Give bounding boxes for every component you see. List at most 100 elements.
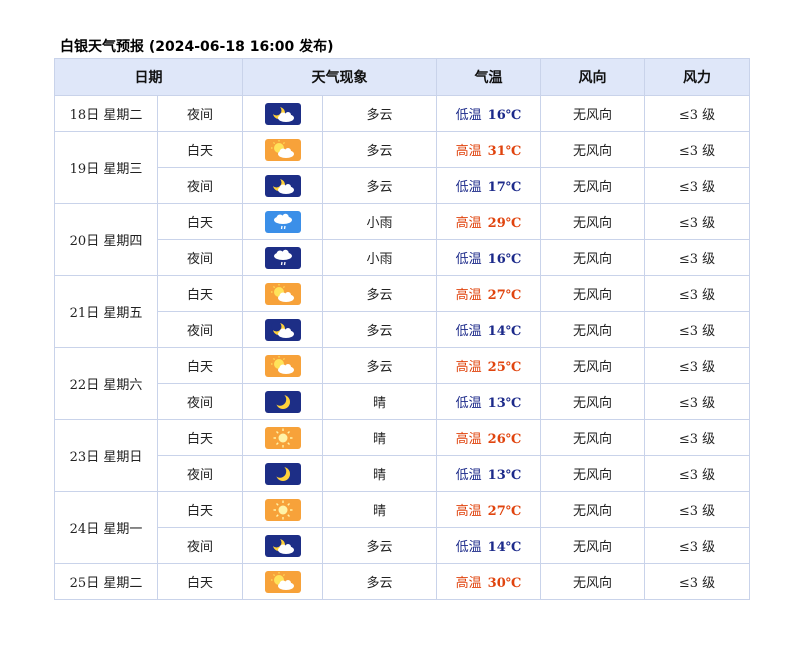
night-cloudy-icon [264, 102, 301, 125]
wind-force: ≤3 级 [644, 527, 750, 564]
day-cloudy-icon [264, 138, 301, 161]
temperature-cell: 高温 29℃ [436, 203, 541, 240]
period-cell: 白天 [157, 275, 243, 312]
temperature-cell: 低温 17℃ [436, 167, 541, 204]
weather-icon-cell [242, 203, 323, 240]
temp-value: 27℃ [487, 288, 522, 303]
wind-direction: 无风向 [540, 275, 645, 312]
temp-label: 高温 [455, 432, 482, 447]
period-cell: 白天 [157, 419, 243, 456]
forecast-body: 18日 星期二 夜间 多云 低温 16℃ 无风向 ≤3 级 19日 星期三 白天 多 [54, 95, 750, 600]
date-cell: 21日 星期五 [54, 275, 158, 348]
temp-label: 高温 [455, 360, 482, 375]
weather-desc: 多云 [322, 167, 437, 204]
night-cloudy-icon [264, 174, 301, 197]
wind-direction: 无风向 [540, 167, 645, 204]
weather-icon-cell [242, 563, 323, 600]
period-cell: 白天 [157, 563, 243, 600]
period-cell: 夜间 [157, 95, 243, 132]
forecast-row: 19日 星期三 白天 多云 高温 31℃ 无风向 ≤3 级 [54, 131, 750, 204]
weather-desc: 多云 [322, 275, 437, 312]
weather-desc: 小雨 [322, 239, 437, 276]
wind-force: ≤3 级 [644, 239, 750, 276]
temp-value: 25℃ [487, 360, 522, 375]
page-title: 白银天气预报 (2024-06-18 16:00 发布) [60, 39, 334, 55]
temperature-cell: 低温 13℃ [436, 383, 541, 420]
temp-label: 低温 [455, 396, 482, 411]
temp-value: 14℃ [487, 324, 522, 339]
temperature-cell: 高温 27℃ [436, 491, 541, 528]
night-light-rain-icon [264, 246, 301, 269]
night-cloudy-icon [264, 534, 301, 557]
forecast-row: 24日 星期一 白天 晴 高温 27℃ 无风向 ≤3 级 [54, 491, 750, 564]
forecast-row: 23日 星期日 白天 晴 高温 26℃ 无风向 ≤3 级 [54, 419, 750, 492]
weather-icon-cell [242, 347, 323, 384]
temp-label: 低温 [455, 540, 482, 555]
header-weather: 天气现象 [242, 58, 437, 96]
day-cloudy-icon [264, 354, 301, 377]
wind-force: ≤3 级 [644, 167, 750, 204]
period-cell: 夜间 [157, 527, 243, 564]
wind-direction: 无风向 [540, 419, 645, 456]
date-cell: 19日 星期三 [54, 131, 158, 204]
wind-force: ≤3 级 [644, 491, 750, 528]
forecast-row: 25日 星期二 白天 多云 高温 30℃ 无风向 ≤3 级 [54, 563, 750, 600]
temp-label: 高温 [455, 216, 482, 231]
forecast-table: 日期 天气现象 气温 风向 风力 18日 星期二 夜间 多云 低温 16℃ 无风向 ≤3 … [54, 58, 750, 600]
weather-desc: 多云 [322, 527, 437, 564]
temp-value: 16℃ [487, 252, 522, 267]
wind-direction: 无风向 [540, 347, 645, 384]
wind-force: ≤3 级 [644, 95, 750, 132]
weather-icon-cell [242, 239, 323, 276]
weather-desc: 多云 [322, 95, 437, 132]
night-clear-icon [264, 462, 301, 485]
date-cell: 22日 星期六 [54, 347, 158, 420]
wind-force: ≤3 级 [644, 419, 750, 456]
forecast-row: 21日 星期五 白天 多云 高温 27℃ 无风向 ≤3 级 [54, 275, 750, 348]
temp-label: 低温 [455, 252, 482, 267]
wind-direction: 无风向 [540, 239, 645, 276]
wind-force: ≤3 级 [644, 131, 750, 168]
temperature-cell: 低温 14℃ [436, 527, 541, 564]
wind-force: ≤3 级 [644, 275, 750, 312]
temp-label: 低温 [455, 180, 482, 195]
night-clear-icon [264, 390, 301, 413]
forecast-row: 夜间 晴 低温 13℃ 无风向 ≤3 级 [55, 383, 750, 420]
weather-desc: 多云 [322, 131, 437, 168]
weather-desc: 晴 [322, 455, 437, 492]
period-cell: 白天 [157, 131, 243, 168]
temperature-cell: 高温 26℃ [436, 419, 541, 456]
wind-force: ≤3 级 [644, 563, 750, 600]
temperature-cell: 高温 31℃ [436, 131, 541, 168]
temp-value: 17℃ [487, 180, 522, 195]
temp-value: 13℃ [487, 396, 522, 411]
period-cell: 夜间 [157, 383, 243, 420]
header-row: 日期 天气现象 气温 风向 风力 [54, 58, 750, 96]
temp-label: 高温 [455, 504, 482, 519]
wind-direction: 无风向 [540, 95, 645, 132]
temp-value: 14℃ [487, 540, 522, 555]
temp-label: 低温 [455, 324, 482, 339]
weather-icon-cell [242, 275, 323, 312]
temp-value: 29℃ [487, 216, 522, 231]
period-cell: 夜间 [157, 239, 243, 276]
wind-direction: 无风向 [540, 455, 645, 492]
temp-label: 高温 [455, 288, 482, 303]
header-wind-direction: 风向 [540, 58, 645, 96]
temp-label: 低温 [455, 108, 482, 123]
day-cloudy-icon [264, 570, 301, 593]
weather-desc: 多云 [322, 563, 437, 600]
temperature-cell: 高温 25℃ [436, 347, 541, 384]
wind-force: ≤3 级 [644, 311, 750, 348]
day-sunny-icon [264, 426, 301, 449]
wind-force: ≤3 级 [644, 383, 750, 420]
temp-value: 26℃ [487, 432, 522, 447]
wind-direction: 无风向 [540, 203, 645, 240]
date-cell: 23日 星期日 [54, 419, 158, 492]
forecast-row: 夜间 小雨 低温 16℃ 无风向 ≤3 级 [55, 239, 750, 276]
forecast-row: 22日 星期六 白天 多云 高温 25℃ 无风向 ≤3 级 [54, 347, 750, 420]
day-sunny-icon [264, 498, 301, 521]
date-cell: 20日 星期四 [54, 203, 158, 276]
weather-icon-cell [242, 419, 323, 456]
temp-value: 27℃ [487, 504, 522, 519]
